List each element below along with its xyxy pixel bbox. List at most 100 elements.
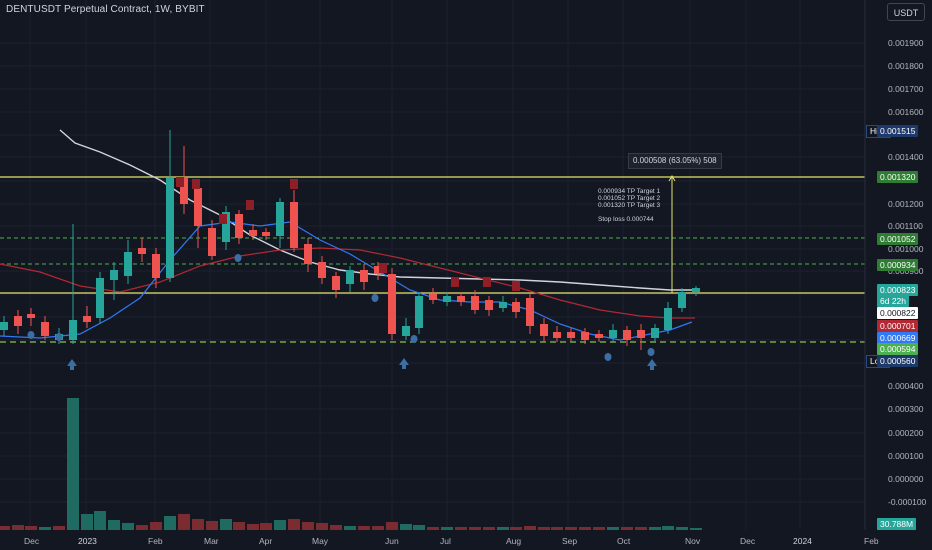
price-tick-label: 0.000300: [888, 404, 924, 414]
volume-bar: [565, 527, 577, 530]
moving-averages: [0, 129, 700, 341]
buy-arrow-icon: [647, 359, 657, 370]
candle-body: [485, 300, 493, 310]
high-value-tag: 0.001515: [877, 125, 919, 137]
volume-bar: [579, 527, 591, 530]
sell-signal-mark: [512, 281, 520, 291]
volume-bar: [220, 519, 232, 530]
volume-bar: [386, 522, 398, 530]
candle-body: [138, 248, 146, 254]
candle-body: [609, 330, 617, 338]
volume-bar: [108, 520, 120, 530]
time-label-feb-2: Feb: [864, 536, 879, 546]
volume-bar: [662, 526, 674, 530]
countdown-tag: 6d 22h: [877, 295, 909, 307]
volume-bar: [94, 511, 106, 530]
signal-dot: [371, 294, 379, 302]
candle-body: [402, 326, 410, 336]
candle-body: [526, 298, 534, 326]
signal-markers: [27, 177, 657, 370]
candle-body: [83, 316, 91, 322]
volume-bar: [372, 526, 384, 530]
sell-signal-mark: [290, 179, 298, 189]
volume-bar: [247, 524, 259, 530]
volume-bar: [344, 526, 356, 530]
candle-body: [304, 244, 312, 264]
candle-body: [595, 334, 603, 338]
price-tick-label: 0.001200: [888, 199, 924, 209]
price-tick-label: 0.000000: [888, 474, 924, 484]
candle-body: [152, 254, 160, 278]
volume-bar: [510, 527, 522, 530]
volume-bar: [206, 521, 218, 530]
volume-bar: [81, 514, 93, 530]
candle-body: [360, 270, 368, 282]
sell-signal-mark: [219, 214, 227, 224]
white-ma-tag: 0.000822: [877, 307, 919, 319]
volume-bar: [441, 527, 453, 530]
time-label-jul: Jul: [440, 536, 451, 546]
time-label-dec: Dec: [24, 536, 40, 546]
white-ma-line: [59, 129, 700, 291]
volume-bar: [150, 522, 162, 530]
current-price-tag: 0.000823: [877, 284, 919, 296]
candle-body: [443, 296, 451, 302]
time-label-may: May: [312, 536, 329, 546]
candle-body: [499, 302, 507, 308]
candle-body: [249, 230, 257, 236]
price-tick-label: 0.001900: [888, 38, 924, 48]
price-tick-label: 0.000900: [888, 266, 924, 276]
volume-bar: [316, 523, 328, 530]
candle-body: [429, 294, 437, 300]
candle-body: [208, 228, 216, 256]
grid-lines: [0, 0, 865, 530]
volume-bar: [67, 398, 79, 530]
price-tick-label: 0.001400: [888, 152, 924, 162]
candle-body: [651, 328, 659, 338]
currency-button[interactable]: USDT: [887, 3, 925, 21]
volume-bar: [551, 527, 563, 530]
volume-bar: [400, 524, 412, 530]
time-label-dec-2: Dec: [740, 536, 756, 546]
volume-bar: [302, 522, 314, 530]
volume-bar: [25, 526, 37, 530]
price-tick-label: 0.001800: [888, 61, 924, 71]
candle-body: [540, 324, 548, 336]
candlesticks: [0, 130, 700, 350]
volume-bar: [53, 526, 65, 530]
volume-bar: [676, 527, 688, 530]
buy-arrow-icon: [399, 358, 409, 369]
time-label-jun: Jun: [385, 536, 399, 546]
candle-body: [96, 278, 104, 318]
candle-body: [332, 276, 340, 290]
sell-signal-mark: [192, 179, 200, 189]
candle-body: [14, 316, 22, 326]
volume-bar: [330, 525, 342, 530]
volume-bar: [427, 527, 439, 530]
candle-body: [276, 202, 284, 236]
time-label-sep: Sep: [562, 536, 578, 546]
candle-body: [262, 232, 270, 236]
time-label-mar: Mar: [204, 536, 219, 546]
volume-bar: [39, 527, 51, 530]
volume-bar: [621, 527, 633, 530]
candle-body: [388, 274, 396, 334]
measure-tool[interactable]: [668, 175, 676, 293]
volume-bar: [260, 523, 272, 530]
candle-body: [512, 302, 520, 312]
candle-body: [692, 288, 700, 292]
volume-bar: [178, 514, 190, 530]
candle-body: [637, 330, 645, 338]
candle-body: [664, 308, 672, 330]
volume-bar: [192, 519, 204, 530]
volume-bar: [538, 527, 550, 530]
volume-bar: [122, 523, 134, 530]
candle-body: [623, 330, 631, 340]
low-value-tag: 0.000560: [877, 355, 919, 367]
volume-bars: [0, 398, 702, 530]
price-tick-label: 0.001700: [888, 84, 924, 94]
volume-bar: [483, 527, 495, 530]
volume-bar: [497, 527, 509, 530]
signal-dot: [410, 335, 418, 343]
